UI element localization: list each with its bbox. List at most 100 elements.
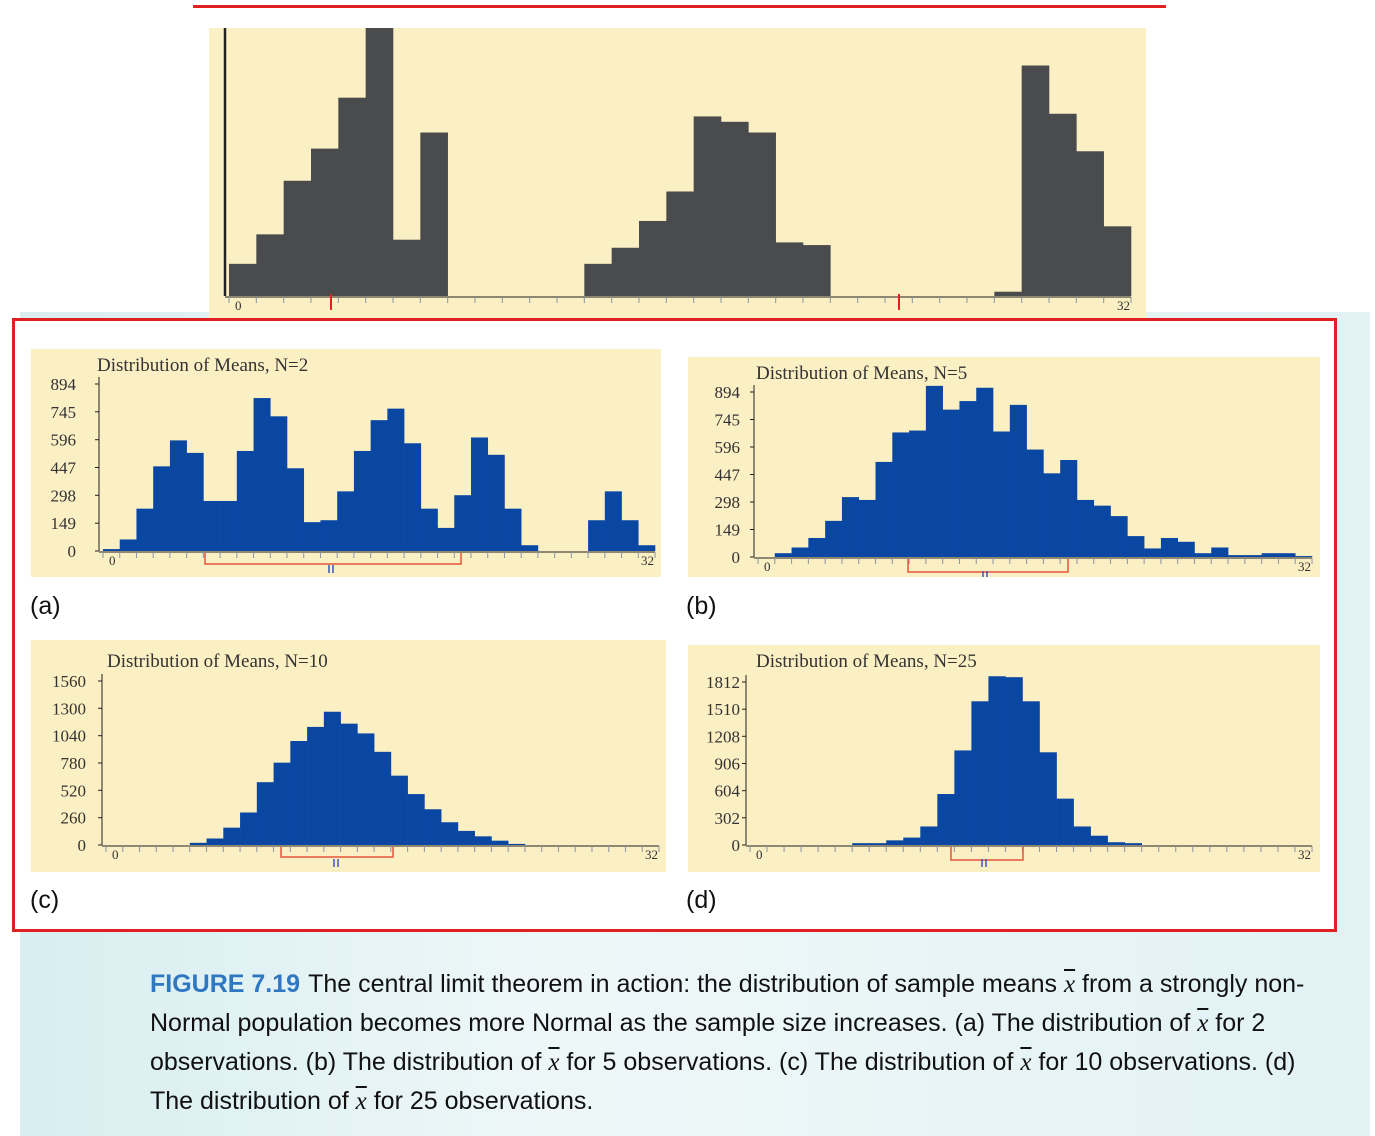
bar — [307, 726, 325, 845]
bar — [337, 491, 355, 551]
population-range-line — [193, 5, 1166, 8]
bar — [203, 500, 221, 551]
bar — [994, 291, 1022, 296]
bar — [976, 387, 994, 557]
bar — [240, 812, 258, 845]
chart-title: Distribution of Means, N=2 — [97, 355, 308, 376]
bar — [775, 242, 804, 296]
panel-c-label: (c) — [30, 886, 60, 914]
chart-title: Distribution of Means, N=5 — [756, 363, 967, 384]
bar — [1110, 516, 1128, 557]
bar — [841, 497, 860, 557]
panel-a-label: (a) — [30, 592, 61, 620]
bar — [206, 838, 224, 845]
bar — [407, 794, 425, 845]
bar — [1026, 449, 1044, 557]
y-tick-label: 1208 — [706, 727, 740, 746]
bar — [393, 239, 421, 296]
panel-b-label: (b) — [686, 592, 717, 620]
bar — [875, 461, 893, 557]
bar — [588, 520, 606, 551]
bar — [441, 822, 459, 845]
bar — [186, 452, 204, 551]
population-panel: 0 32 — [209, 28, 1146, 318]
y-tick-label: 596 — [715, 438, 741, 457]
x-bar-symbol: x — [1063, 971, 1076, 998]
y-tick-label: 302 — [715, 809, 741, 828]
bar — [487, 454, 505, 551]
y-tick-label: 0 — [78, 836, 87, 855]
caption-text-4: for 5 observations. (c) The distribution… — [559, 1048, 1021, 1076]
bar — [283, 180, 312, 296]
x-tick-label: 32 — [645, 847, 658, 862]
bar — [1009, 404, 1027, 557]
bar — [357, 733, 375, 845]
chart-title: Distribution of Means, N=10 — [107, 651, 328, 672]
caption-text-3: for 2 observations. (b) The distribution… — [150, 1009, 1266, 1076]
x-tick-label: 32 — [1117, 298, 1130, 313]
y-tick-label: 596 — [51, 431, 77, 450]
bar — [169, 440, 187, 551]
bar — [454, 495, 472, 551]
x-bar-symbol: x — [1020, 1049, 1032, 1076]
bar — [1107, 842, 1125, 845]
bar — [256, 782, 274, 845]
bar — [374, 751, 392, 845]
y-tick-label: 1560 — [52, 672, 86, 691]
bar — [404, 443, 422, 551]
bar — [323, 711, 341, 845]
bar — [103, 549, 121, 551]
bar — [189, 842, 207, 845]
bar — [1278, 553, 1296, 557]
bar — [920, 826, 938, 845]
bar — [1295, 556, 1313, 557]
bar — [1103, 226, 1132, 296]
bar — [886, 840, 904, 845]
bar — [1261, 553, 1279, 557]
bar — [1160, 537, 1178, 557]
bar — [521, 545, 539, 551]
bar — [774, 553, 792, 557]
bar — [229, 263, 257, 296]
bar — [1022, 701, 1040, 845]
x-tick-label: 0 — [235, 298, 242, 313]
bar — [457, 830, 475, 845]
bar — [909, 430, 927, 557]
range-bracket — [907, 559, 1069, 573]
y-tick-label: 1510 — [706, 700, 740, 719]
y-tick-label: 745 — [715, 411, 741, 430]
bar — [1177, 541, 1195, 557]
x-bar-symbol: x — [1197, 1010, 1209, 1037]
y-tick-label: 520 — [61, 781, 87, 800]
bar — [437, 527, 455, 551]
bar — [852, 843, 870, 845]
bar — [420, 132, 448, 296]
y-tick-label: 0 — [732, 548, 741, 567]
bar — [474, 836, 492, 845]
panel-d: 1812 1510 1208 906 604 302 0 0 32 Distribution of… — [688, 645, 1320, 872]
bar — [311, 148, 339, 296]
panel-b: 894 745 596 447 298 149 0 0 32 Distribution of Me… — [688, 357, 1320, 577]
caption-text-1: The central limit theorem in action: the… — [308, 970, 1064, 998]
bar — [338, 97, 366, 297]
y-tick-label: 906 — [715, 755, 741, 774]
bar — [153, 466, 171, 551]
figure-number: FIGURE 7.19 — [150, 970, 301, 998]
x-tick-label: 0 — [112, 847, 119, 862]
y-tick-label: 298 — [51, 486, 77, 505]
bar — [937, 794, 955, 845]
bar — [1194, 553, 1212, 557]
bar — [993, 431, 1011, 557]
bar — [1076, 151, 1104, 296]
range-bracket — [950, 847, 1024, 861]
chart-a: 894 745 596 447 298 149 0 0 32 Distribution of Me… — [51, 355, 656, 573]
bar — [959, 401, 977, 557]
panel-a: 894 745 596 447 298 149 0 0 32 Distribution of Me… — [31, 349, 661, 577]
x-tick-label: 0 — [109, 553, 116, 568]
y-tick-label: 604 — [715, 782, 741, 801]
y-tick-label: 447 — [715, 466, 741, 485]
bar — [748, 132, 776, 296]
bar — [869, 843, 887, 845]
bar — [420, 508, 438, 551]
bar — [621, 520, 639, 551]
